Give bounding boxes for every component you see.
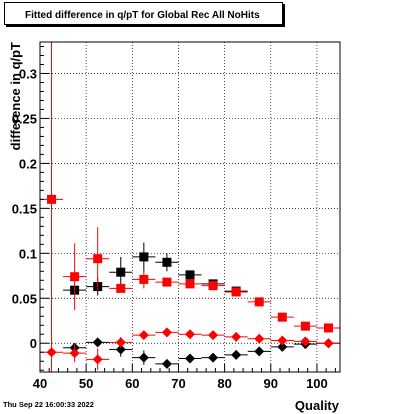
data-point	[270, 341, 294, 352]
data-point	[224, 331, 248, 342]
square-marker	[70, 272, 80, 282]
x-tick-label: 100	[306, 376, 328, 391]
data-point	[155, 253, 179, 272]
diamond-marker	[300, 336, 311, 347]
diamond-marker	[185, 353, 195, 364]
x-tick-label: 90	[264, 376, 278, 391]
diamond-marker	[277, 335, 288, 346]
square-marker	[139, 252, 149, 262]
data-point	[247, 333, 271, 344]
data-point	[86, 348, 110, 371]
data-point	[109, 256, 133, 288]
diamond-marker	[115, 337, 126, 348]
grid-lines	[40, 42, 340, 372]
square-marker	[254, 297, 264, 307]
data-point	[63, 243, 87, 310]
data-point	[132, 330, 156, 341]
data-point	[132, 270, 156, 289]
data-point	[201, 352, 225, 363]
data-point	[109, 336, 133, 348]
square-marker	[162, 277, 172, 287]
data-point	[155, 358, 179, 369]
diamond-marker	[161, 358, 172, 369]
data-point	[178, 353, 202, 364]
data-points	[40, 42, 340, 372]
square-marker	[162, 257, 172, 267]
diamond-marker	[323, 338, 334, 349]
x-tick-label: 60	[125, 376, 139, 391]
data-point	[178, 329, 202, 340]
diamond-marker	[185, 329, 195, 340]
data-point	[63, 344, 87, 363]
y-tick-label: 0.3	[19, 66, 37, 81]
square-marker	[208, 281, 218, 291]
y-tick-label: 0.25	[12, 111, 37, 126]
square-marker	[323, 323, 333, 333]
diamond-marker	[138, 330, 149, 341]
diamond-marker	[208, 330, 219, 341]
chart-title: Fitted difference in q/pT for Global Rec…	[4, 2, 283, 25]
data-point	[316, 323, 340, 333]
y-axis-label: difference in q/pT	[8, 42, 23, 150]
diamond-marker	[208, 352, 219, 363]
x-tick-label: 70	[171, 376, 185, 391]
data-point	[155, 277, 179, 287]
y-tick-label: 0.15	[12, 201, 37, 216]
diamond-marker	[161, 327, 172, 338]
plot-frame	[39, 41, 341, 373]
square-marker	[231, 287, 241, 297]
data-point	[86, 337, 110, 348]
x-tick-label: 40	[33, 376, 47, 391]
square-marker	[139, 274, 149, 284]
diamond-marker	[138, 352, 149, 363]
diamond-marker	[115, 344, 126, 355]
x-axis-label: Quality	[295, 398, 340, 413]
square-marker	[47, 194, 57, 204]
data-point	[293, 336, 317, 347]
data-point	[132, 242, 156, 272]
square-marker	[300, 321, 310, 331]
data-point	[178, 270, 202, 280]
square-marker	[277, 312, 287, 322]
data-point	[201, 330, 225, 341]
y-tick-label: 0	[30, 336, 37, 351]
square-marker	[93, 254, 103, 264]
data-point	[293, 321, 317, 331]
square-marker	[116, 267, 126, 277]
y-tick-label: 0.2	[19, 156, 37, 171]
data-point	[224, 287, 248, 297]
data-point	[316, 338, 340, 349]
data-point	[201, 281, 225, 291]
diamond-marker	[254, 333, 265, 344]
diamond-marker	[277, 341, 288, 352]
axes: 40 50 60 70 80 90 100 0 0.05 0.1 0.15 0.2 0.25 0.3	[12, 45, 336, 391]
data-point	[132, 350, 156, 365]
data-point	[270, 335, 294, 346]
timestamp: Thu Sep 22 16:00:33 2022	[3, 400, 94, 409]
y-tick-label: 0.1	[19, 246, 37, 261]
data-point	[178, 279, 202, 289]
data-point	[109, 283, 133, 293]
diamond-marker	[92, 337, 103, 348]
data-point	[86, 227, 110, 291]
data-point	[247, 346, 271, 357]
data-point	[224, 349, 248, 360]
square-marker	[185, 270, 195, 280]
y-tick-label: 0.05	[12, 291, 37, 306]
diamond-marker	[69, 348, 80, 359]
data-point	[155, 327, 179, 338]
data-point	[247, 297, 271, 307]
diamond-marker	[231, 349, 242, 360]
x-tick-label: 50	[79, 376, 93, 391]
square-marker	[185, 279, 195, 289]
diamond-marker	[46, 347, 57, 358]
data-point	[270, 312, 294, 322]
diamond-marker	[254, 346, 265, 357]
square-marker	[116, 283, 126, 293]
diamond-marker	[231, 331, 242, 342]
x-tick-label: 80	[217, 376, 231, 391]
diamond-marker	[92, 354, 103, 365]
